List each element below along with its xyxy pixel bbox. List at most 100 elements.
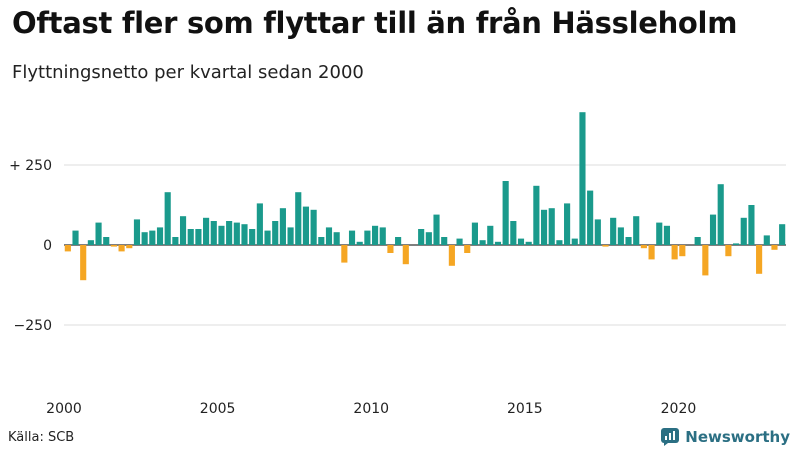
bar: [502, 181, 509, 245]
bar: [80, 245, 87, 281]
bar: [702, 245, 709, 276]
bar: [172, 237, 179, 245]
bar: [671, 245, 678, 260]
bar: [264, 230, 271, 245]
bar: [487, 225, 494, 245]
bar: [533, 185, 540, 245]
bar: [149, 230, 156, 245]
bar: [287, 227, 294, 245]
bar: [656, 222, 663, 245]
bar: [479, 240, 486, 245]
bar: [602, 245, 609, 247]
bar: [402, 245, 409, 265]
bar: [494, 241, 502, 245]
bar: [517, 238, 525, 245]
bar: [733, 243, 740, 245]
brand-name: Newsworthy: [685, 428, 790, 446]
bar: [295, 192, 302, 245]
x-tick-label: 2015: [507, 401, 543, 417]
bar: [249, 229, 256, 245]
bar: [740, 217, 747, 245]
bar: [87, 240, 94, 245]
bar: [579, 112, 586, 245]
bar: [310, 209, 317, 245]
x-tick-label: 2010: [353, 401, 389, 417]
bar: [648, 245, 655, 260]
bar: [279, 208, 286, 245]
y-tick-label: −250: [14, 318, 52, 334]
bar: [218, 225, 225, 245]
x-tick-label: 2020: [661, 401, 697, 417]
bar: [771, 245, 778, 250]
bar: [471, 222, 478, 245]
bar: [126, 245, 133, 249]
bar: [441, 237, 448, 245]
bar-chart: + 250 0 −250 2000 2005 2010 2015 2020: [9, 112, 786, 417]
bar: [203, 217, 210, 245]
bar: [425, 232, 432, 245]
bar: [318, 237, 325, 245]
bars: [64, 112, 786, 281]
bar: [663, 225, 671, 245]
bar: [72, 230, 79, 245]
bar: [725, 245, 732, 257]
bar: [195, 229, 202, 245]
bar: [587, 190, 594, 245]
bar: [103, 237, 110, 245]
bar: [540, 209, 548, 245]
bar: [210, 221, 217, 245]
newsworthy-logo-icon: [661, 428, 680, 446]
chart-subtitle: Flyttningsnetto per kvartal sedan 2000: [12, 62, 364, 83]
bar: [187, 229, 194, 245]
bar: [548, 208, 555, 245]
bar: [564, 203, 571, 245]
bar: [464, 245, 471, 253]
bar: [372, 225, 379, 245]
bar: [625, 237, 632, 245]
bar: [325, 227, 333, 245]
y-tick-label: + 250: [9, 158, 52, 174]
bar: [233, 222, 240, 245]
bar: [694, 237, 701, 245]
bar: [763, 235, 770, 245]
source-label: Källa: SCB: [8, 430, 75, 445]
bar: [679, 245, 686, 257]
x-tick-label: 2005: [200, 401, 236, 417]
y-axis-labels: + 250 0 −250: [9, 158, 52, 334]
bar: [241, 224, 248, 245]
bar: [110, 245, 117, 247]
bar: [272, 221, 279, 245]
bar: [348, 230, 356, 245]
bar: [356, 241, 363, 245]
bar: [456, 238, 463, 245]
chart-title: Oftast fler som flyttar till än från Häs…: [12, 6, 738, 40]
bar: [302, 206, 310, 245]
bar: [617, 227, 624, 245]
bar: [717, 184, 724, 245]
bar: [709, 214, 717, 245]
bar: [379, 227, 386, 245]
bar: [571, 238, 578, 245]
bar: [433, 214, 440, 245]
bar: [341, 245, 348, 263]
bar: [179, 216, 187, 245]
bar: [448, 245, 455, 266]
bar: [748, 205, 755, 245]
y-tick-label: 0: [43, 238, 52, 254]
bar: [333, 232, 340, 245]
bar: [226, 221, 233, 245]
brand-logo[interactable]: Newsworthy: [661, 428, 790, 446]
bar: [556, 240, 563, 245]
bar: [387, 245, 394, 253]
bar: [256, 203, 263, 245]
bar: [779, 224, 786, 245]
bar: [633, 216, 640, 245]
x-tick-label: 2000: [46, 401, 82, 417]
bar: [364, 230, 371, 245]
bar: [510, 221, 517, 245]
bar: [756, 245, 763, 274]
bar: [418, 229, 425, 245]
bar: [594, 219, 601, 245]
bar: [141, 232, 148, 245]
bar: [156, 227, 164, 245]
